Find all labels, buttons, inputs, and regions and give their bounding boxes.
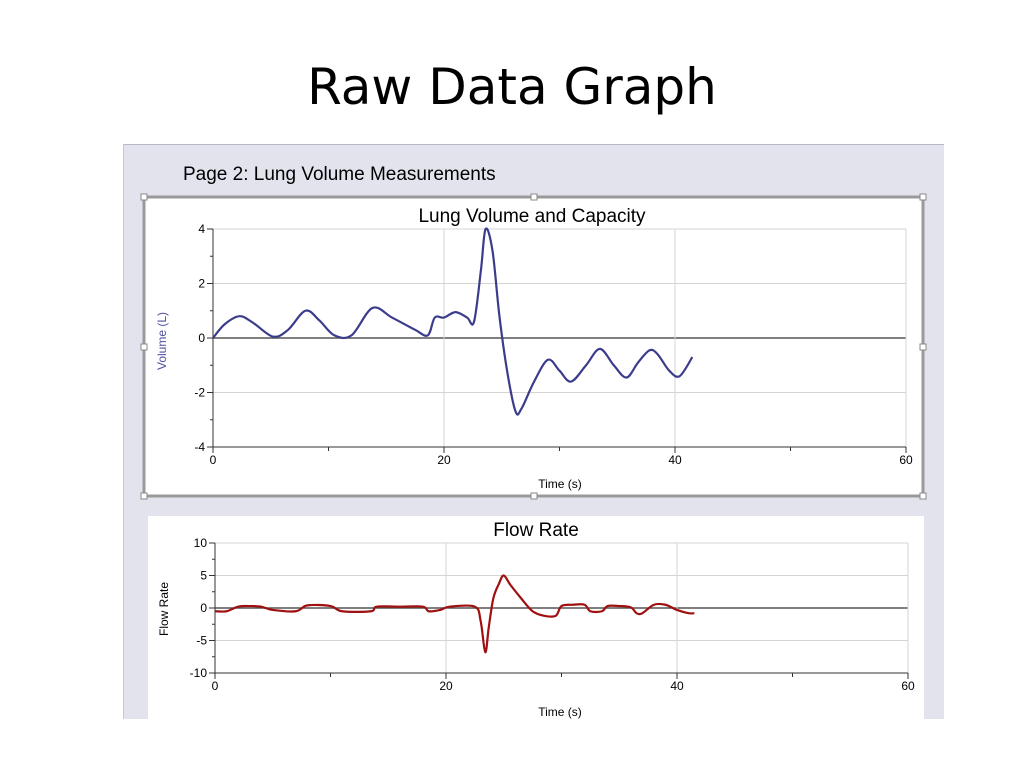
graph-panel: Page 2: Lung Volume Measurements Lung Vo… — [123, 144, 944, 719]
flow-series-line — [214, 574, 695, 654]
flow-ytick-label: 5 — [200, 569, 207, 583]
flow-ticks: 10 5 0 -5 -10 0 20 40 60 — [190, 536, 915, 693]
volume-xtick-label: 20 — [437, 453, 451, 467]
flow-x-label: Time (s) — [538, 705, 582, 719]
charts-svg: Lung Volume and Capacity 420-2-40 20 40 60 … — [140, 193, 927, 719]
flow-xtick-label: 40 — [670, 679, 684, 693]
volume-xtick-label: 0 — [210, 453, 217, 467]
page-label: Page 2: Lung Volume Measurements — [183, 164, 496, 185]
flow-ytick-label: 0 — [200, 601, 207, 615]
flow-chart-title: Flow Rate — [493, 520, 579, 541]
flow-chart-frame[interactable] — [148, 516, 924, 719]
volume-ticks: 420-2-40 20 40 60 — [194, 222, 913, 467]
flow-xtick-label: 0 — [212, 679, 219, 693]
volume-ytick-label: 2 — [198, 277, 205, 291]
volume-xtick-label: 40 — [668, 453, 682, 467]
flow-xtick-label: 60 — [901, 679, 915, 693]
volume-ytick-label: -4 — [194, 440, 205, 454]
volume-plot — [212, 227, 694, 416]
volume-chart-handles[interactable] — [140, 193, 927, 500]
volume-ytick-label: 0 — [198, 331, 205, 345]
volume-chart-frame[interactable] — [142, 195, 925, 498]
volume-ytick-label: 4 — [198, 222, 205, 236]
flow-xtick-label: 20 — [439, 679, 453, 693]
volume-series-line — [212, 227, 694, 416]
volume-x-label: Time (s) — [538, 477, 582, 491]
flow-ytick-label: -5 — [196, 634, 207, 648]
flow-plot — [214, 574, 695, 654]
flow-y-label: Flow Rate — [157, 582, 171, 636]
volume-y-label: Volume (L) — [155, 312, 169, 370]
flow-ytick-label: 10 — [194, 536, 208, 550]
volume-ytick-label: -2 — [194, 386, 205, 400]
flow-ytick-label: -10 — [190, 666, 208, 680]
volume-xtick-label: 60 — [899, 453, 913, 467]
slide-title: Raw Data Graph — [307, 58, 717, 116]
volume-chart-title: Lung Volume and Capacity — [418, 206, 646, 227]
